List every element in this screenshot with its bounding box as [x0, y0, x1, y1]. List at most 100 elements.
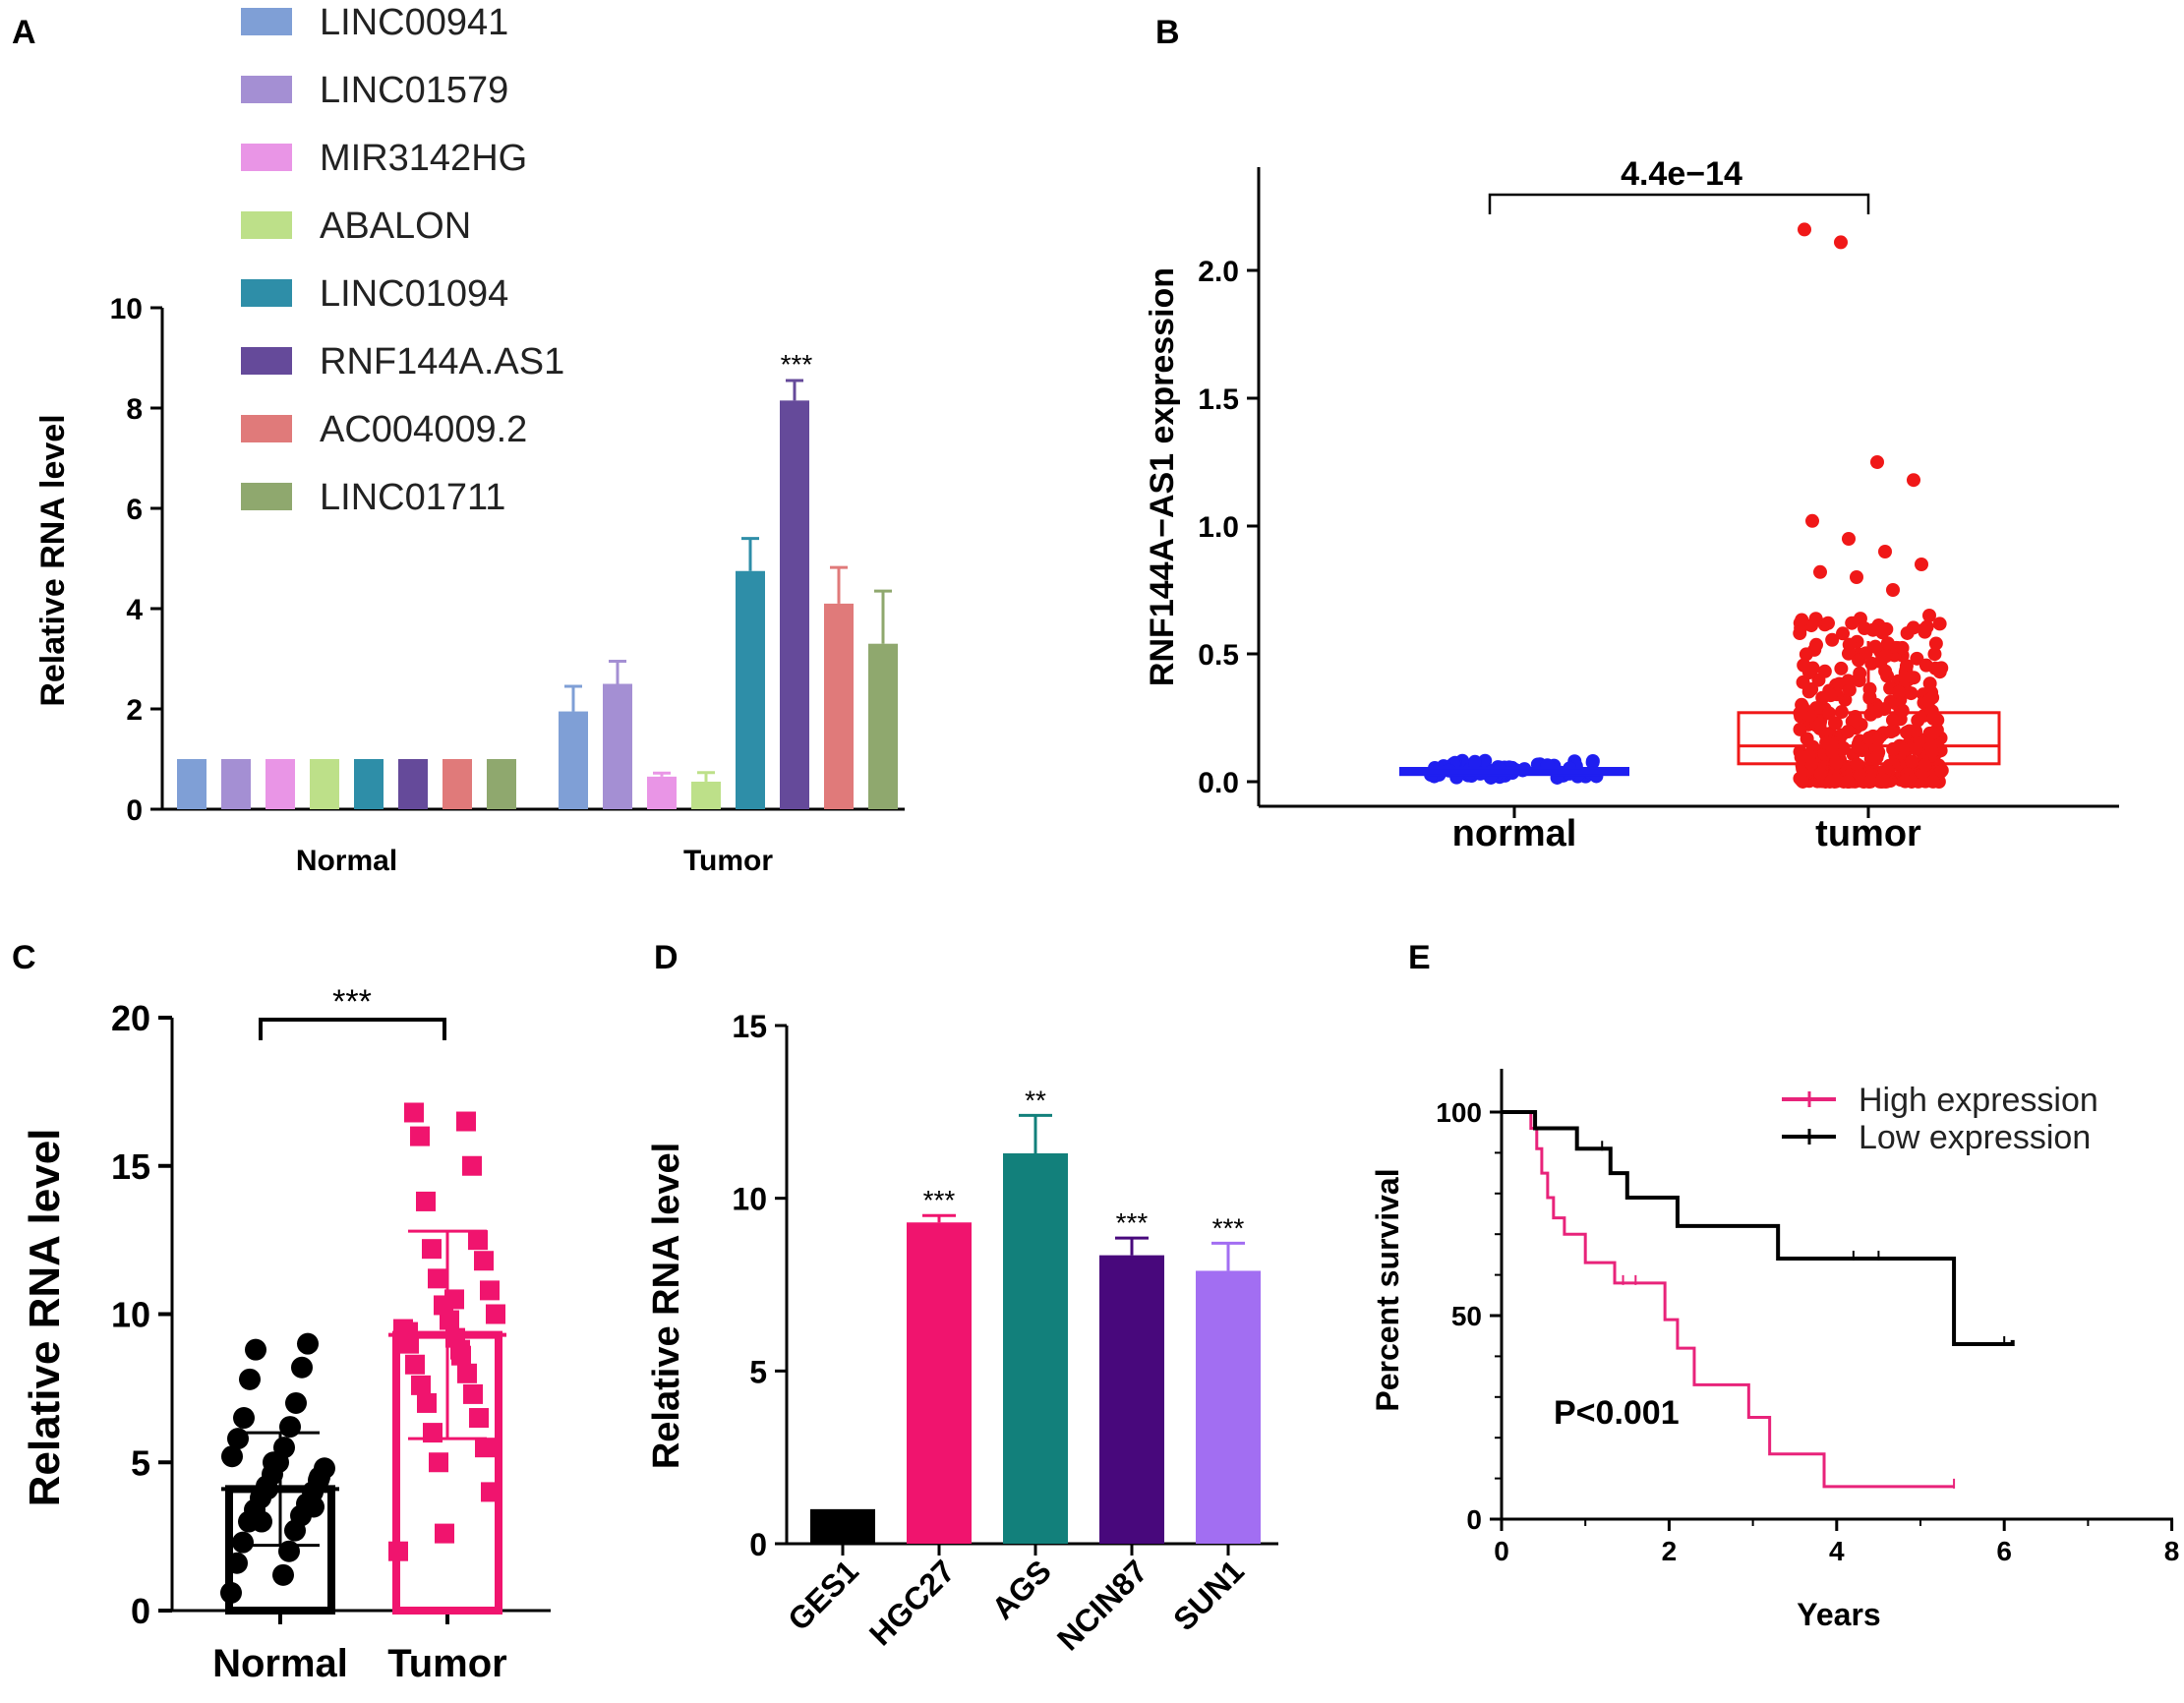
panel-c-tumor-point	[435, 1523, 454, 1544]
panel-b: B 0.0 0.5 1.0 1.5 2.0 RNF144A−AS1 expression…	[1144, 14, 2119, 854]
panel-c-tumor-point	[388, 1541, 408, 1561]
panel-d-bar	[1196, 1270, 1261, 1544]
panel-b-tumor-point	[1905, 754, 1919, 769]
panel-c-tumor-point	[422, 1239, 442, 1260]
panel-b-tumor-point	[1796, 699, 1810, 714]
panel-b-tumor-point	[1793, 722, 1807, 736]
panel-a-y-tick-label: 0	[126, 794, 143, 827]
panel-b-y-tick-label: 0.0	[1198, 767, 1239, 799]
panel-d-x-tick-label: GES1	[781, 1553, 865, 1637]
panel-c: C 0 5 10 15 20 Relative RNA level Normal Tumo…	[12, 939, 551, 1685]
panel-c-normal-point	[245, 1338, 266, 1361]
panel-d-x-tick-label: NCIN87	[1050, 1553, 1154, 1657]
panel-c-normal-point	[227, 1428, 249, 1450]
panel-b-axes: 0.0 0.5 1.0 1.5 2.0	[1198, 167, 2119, 818]
panel-a-bar	[398, 759, 428, 809]
panel-b-tumor-point	[1841, 725, 1856, 739]
panel-d: D 0 5 10 15 Relative RNA level GES1 *** HGC27…	[646, 939, 1278, 1657]
panel-a-legend-swatch	[241, 76, 292, 103]
panel-b-tumor-point	[1918, 658, 1933, 673]
panel-c-tumor-point	[469, 1408, 489, 1429]
panel-c-normal-point	[257, 1478, 278, 1500]
panel-a-bar	[310, 759, 339, 809]
panel-d-y-tick-label: 0	[749, 1527, 767, 1562]
panel-e-x-tick-label: 0	[1494, 1536, 1509, 1566]
panel-b-tumor-point	[1875, 772, 1890, 787]
panel-e-x-tick-label: 6	[1996, 1536, 2012, 1566]
panel-a-bar	[559, 711, 588, 809]
panel-a-legend-label: ABALON	[320, 206, 471, 247]
panel-c-normal-point	[273, 1437, 295, 1459]
panel-c-tumor-point	[468, 1230, 488, 1251]
panel-c-tumor-point	[474, 1251, 494, 1271]
panel-b-tumor-point	[1900, 625, 1915, 640]
panel-b-tumor-point	[1898, 774, 1913, 789]
panel-b-pvalue: 4.4e−14	[1621, 155, 1742, 193]
panel-c-tumor-point	[481, 1482, 501, 1502]
panel-d-significance: ***	[1212, 1212, 1245, 1243]
panel-e-y-tick-label: 100	[1436, 1097, 1482, 1128]
panel-b-tumor-point	[1927, 647, 1942, 662]
panel-d-significance: ***	[923, 1185, 956, 1215]
panel-c-letter: C	[12, 939, 36, 976]
panel-c-tumor-point	[462, 1155, 482, 1176]
panel-e-letter: E	[1408, 939, 1431, 976]
panel-b-tumor-outlier	[1886, 583, 1900, 597]
panel-c-y-tick-label: 15	[111, 1146, 150, 1187]
panel-d-bar	[810, 1508, 875, 1544]
panel-b-tumor-point	[1813, 767, 1828, 782]
panel-a-legend-label: MIR3142HG	[320, 138, 527, 179]
panel-b-tumor-point	[1842, 682, 1857, 697]
panel-a-bar	[266, 759, 295, 809]
panel-c-y-tick-label: 5	[131, 1442, 150, 1483]
panel-b-tumor-point	[1926, 711, 1941, 726]
panel-b-tumor-point	[1799, 647, 1813, 662]
panel-b-tumor-outlier	[1915, 558, 1928, 571]
panel-c-tumor-point	[411, 1375, 431, 1395]
panel-b-y-tick-label: 0.5	[1198, 639, 1239, 672]
panel-c-normal-point	[272, 1563, 294, 1586]
panel-c-tumor-point	[417, 1392, 437, 1413]
panel-c-normal-point	[279, 1416, 301, 1439]
panel-a-legend-label: LINC01094	[320, 273, 508, 315]
panel-a-y-tick-label: 8	[126, 393, 143, 426]
panel-d-y-tick-label: 15	[732, 1009, 767, 1044]
panel-b-tumor-point	[1895, 640, 1910, 655]
panel-b-tumor-point	[1878, 664, 1893, 678]
panel-d-significance: **	[1025, 1085, 1046, 1115]
panel-c-significance: ***	[332, 983, 372, 1021]
panel-e: E 0 50 100 0 2 4 6 8 Percent survival Years Hig…	[1370, 939, 2179, 1632]
panel-b-tumor-point	[1886, 741, 1901, 756]
panel-c-normal-point	[233, 1407, 255, 1430]
panel-b-tumor-point	[1925, 774, 1940, 789]
panel-c-tumor-point	[428, 1268, 447, 1289]
panel-a-bar	[647, 776, 677, 809]
panel-b-tumor-point	[1859, 646, 1873, 661]
panel-c-y-tick-label: 0	[131, 1591, 150, 1631]
panel-b-tumor-point	[1809, 637, 1824, 652]
panel-a-legend-swatch	[241, 279, 292, 307]
panel-d-y-tick-label: 10	[732, 1182, 767, 1217]
panel-a-y-tick-label: 10	[110, 293, 143, 325]
panel-b-normal-point	[1478, 753, 1493, 768]
panel-c-tumor-point	[463, 1383, 483, 1404]
panel-a-y-title: Relative RNA level	[34, 414, 72, 706]
panel-b-x-tick-label: tumor	[1815, 813, 1921, 854]
panel-b-tumor-point	[1796, 675, 1810, 689]
panel-c-normal-point	[309, 1466, 330, 1489]
panel-c-plot: Normal Tumor	[212, 1102, 507, 1685]
panel-e-x-tick-label: 8	[2164, 1536, 2180, 1566]
panel-a-legend-label: LINC01711	[320, 477, 505, 518]
panel-b-tumor-point	[1853, 768, 1867, 783]
panel-e-y-title: Percent survival	[1370, 1168, 1405, 1411]
panel-a-legend-label: LINC00941	[320, 2, 508, 43]
panel-d-x-tick-label: AGS	[984, 1553, 1057, 1625]
panel-b-tumor-outlier	[1805, 513, 1819, 528]
panel-c-tumor-point	[416, 1191, 436, 1211]
panel-c-y-tick-label: 10	[111, 1295, 150, 1335]
panel-c-y-title: Relative RNA level	[21, 1129, 69, 1507]
panel-b-tumor-point	[1795, 613, 1809, 627]
panel-b-tumor-point	[1879, 649, 1894, 664]
panel-b-tumor-outlier	[1922, 609, 1936, 622]
panel-b-tumor-point	[1924, 744, 1939, 759]
